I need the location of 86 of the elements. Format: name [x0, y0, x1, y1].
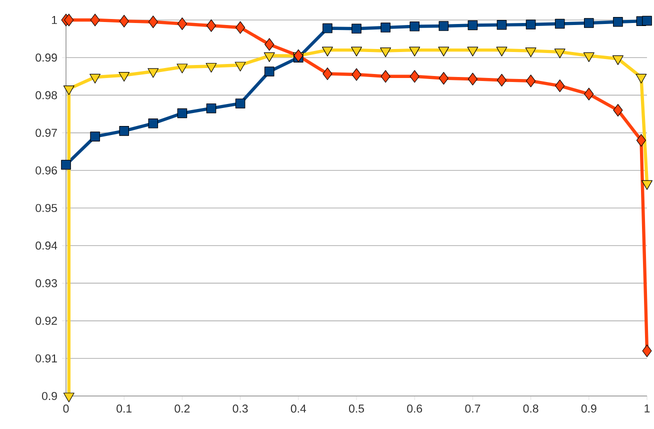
- point: [118, 72, 130, 82]
- y-tick-label: 0.94: [36, 242, 58, 250]
- point: [438, 21, 449, 31]
- point: [322, 23, 332, 34]
- point: [119, 14, 129, 28]
- point: [554, 18, 565, 29]
- x-tick-label: 0.3: [232, 404, 248, 413]
- y-tick-label: 0.91: [36, 354, 57, 362]
- point: [148, 16, 158, 28]
- point: [61, 160, 71, 170]
- point: [236, 21, 246, 34]
- point: [525, 48, 536, 58]
- point: [63, 86, 74, 96]
- point: [148, 68, 159, 78]
- point: [352, 24, 362, 34]
- point: [642, 16, 652, 26]
- x-tick-label: 0.2: [174, 404, 190, 413]
- point: [584, 18, 594, 28]
- point: [177, 108, 188, 118]
- point: [90, 74, 101, 84]
- y-tick-label: 0.92: [36, 316, 57, 325]
- point: [264, 52, 275, 62]
- y-tick-label: 0.99: [36, 54, 57, 62]
- point: [351, 46, 362, 56]
- point: [636, 134, 646, 147]
- y-tick-label: 1: [52, 16, 57, 24]
- point: [177, 17, 187, 30]
- point: [264, 38, 274, 51]
- point: [583, 52, 594, 62]
- x-tick-label: 0.6: [407, 404, 422, 413]
- point: [322, 46, 333, 56]
- point: [612, 55, 624, 66]
- point: [148, 118, 158, 128]
- x-tick-label: 0.7: [465, 404, 480, 413]
- y-tick-label: 0.93: [36, 279, 57, 288]
- point: [63, 392, 74, 402]
- point: [584, 88, 594, 100]
- point: [235, 98, 246, 108]
- y-tick-label: 0.98: [36, 91, 57, 100]
- y-tick-label: 0.96: [36, 166, 57, 174]
- x-tick-label: 0.1: [116, 404, 132, 413]
- point: [642, 344, 652, 358]
- x-tick-label: 0.5: [348, 404, 364, 413]
- point: [642, 180, 652, 190]
- point: [206, 19, 216, 32]
- point: [206, 62, 217, 73]
- point: [438, 46, 450, 56]
- x-tick-label: 0: [63, 404, 69, 413]
- y-tick-label: 0.97: [36, 128, 57, 137]
- point: [380, 70, 390, 83]
- point: [176, 64, 188, 74]
- point: [496, 74, 507, 86]
- point: [380, 48, 392, 58]
- point: [526, 74, 536, 88]
- point: [410, 70, 420, 83]
- point: [468, 72, 478, 86]
- point: [352, 68, 362, 81]
- point: [555, 80, 565, 92]
- point: [468, 20, 478, 30]
- point: [234, 62, 246, 72]
- point: [410, 21, 420, 32]
- point: [409, 46, 420, 56]
- point: [206, 103, 216, 114]
- point: [322, 67, 332, 80]
- point: [613, 16, 623, 27]
- x-tick-label: 1: [644, 404, 650, 412]
- point: [90, 132, 100, 142]
- point: [496, 46, 508, 56]
- point: [380, 22, 390, 32]
- point: [264, 66, 274, 76]
- y-tick-label: 0.95: [36, 204, 57, 212]
- x-tick-label: 0.9: [581, 404, 596, 413]
- y-tick-label: 0.9: [42, 392, 57, 400]
- point: [526, 20, 536, 30]
- point: [64, 14, 74, 26]
- x-tick-label: 0.8: [523, 404, 538, 413]
- x-tick-label: 0.4: [290, 404, 306, 413]
- point: [438, 72, 448, 85]
- point: [467, 46, 478, 56]
- point: [554, 48, 566, 58]
- point: [613, 104, 623, 117]
- point: [636, 74, 647, 84]
- point: [294, 49, 304, 62]
- point: [496, 20, 507, 30]
- point: [90, 14, 100, 26]
- point: [119, 126, 129, 136]
